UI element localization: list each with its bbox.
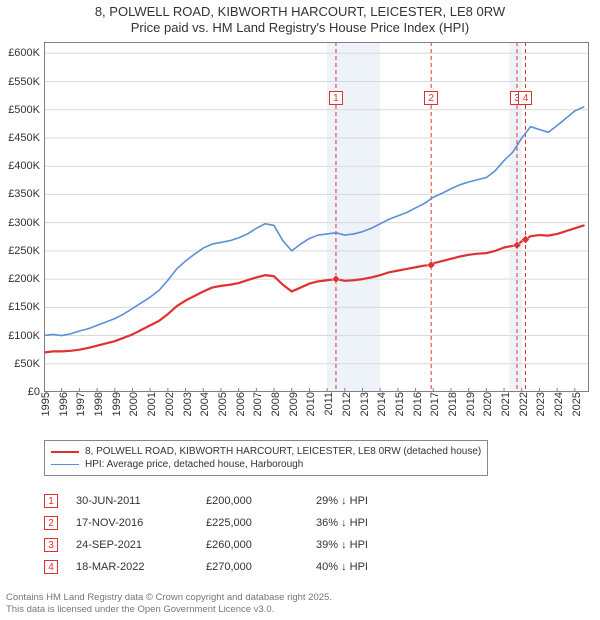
x-tick-label: 2013 [355, 392, 371, 416]
y-tick-label: £50K [14, 358, 44, 370]
event-marker: 1 [329, 91, 343, 105]
y-tick-label: £250K [8, 245, 44, 257]
sale-diff: 39% ↓ HPI [316, 539, 368, 551]
x-tick-label: 2006 [231, 392, 247, 416]
y-tick-label: £550K [8, 76, 44, 88]
sale-row: 1 30-JUN-2011£200,00029% ↓ HPI [44, 490, 368, 512]
footer-attribution: Contains HM Land Registry data © Crown c… [6, 592, 332, 616]
x-tick-label: 2015 [390, 392, 406, 416]
y-tick-label: £350K [8, 188, 44, 200]
event-marker: 2 [424, 91, 438, 105]
x-tick-label: 2023 [531, 392, 547, 416]
sale-row: 3 24-SEP-2021£260,00039% ↓ HPI [44, 534, 368, 556]
x-tick-label: 1999 [107, 392, 123, 416]
legend-swatch [51, 451, 79, 453]
x-tick-label: 2005 [213, 392, 229, 416]
chart-title: 8, POLWELL ROAD, KIBWORTH HARCOURT, LEIC… [0, 4, 600, 37]
x-tick-label: 2024 [549, 392, 565, 416]
legend-label: 8, POLWELL ROAD, KIBWORTH HARCOURT, LEIC… [85, 446, 481, 457]
x-tick-label: 2010 [301, 392, 317, 416]
sale-price: £200,000 [206, 495, 316, 507]
sale-diff: 29% ↓ HPI [316, 495, 368, 507]
x-tick-label: 2012 [337, 392, 353, 416]
x-tick-label: 1996 [54, 392, 70, 416]
sale-diff: 40% ↓ HPI [316, 561, 368, 573]
sales-table: 1 30-JUN-2011£200,00029% ↓ HPI 2 17-NOV-201… [44, 490, 368, 578]
sale-marker-box: 2 [44, 516, 58, 530]
chart-plot-area: £0£50K£100K£150K£200K£250K£300K£350K£400… [44, 42, 589, 392]
x-tick-label: 2022 [514, 392, 530, 416]
x-tick-label: 1998 [89, 392, 105, 416]
x-tick-label: 2003 [178, 392, 194, 416]
y-tick-label: £300K [8, 217, 44, 229]
x-tick-label: 2017 [425, 392, 441, 416]
sale-row: 2 17-NOV-2016£225,00036% ↓ HPI [44, 512, 368, 534]
x-tick-label: 2021 [496, 392, 512, 416]
sale-date: 30-JUN-2011 [76, 495, 206, 507]
x-tick-label: 2000 [124, 392, 140, 416]
legend-item: HPI: Average price, detached house, Harb… [51, 458, 481, 471]
event-marker: 4 [518, 91, 532, 105]
x-tick-label: 2001 [142, 392, 158, 416]
y-tick-label: £400K [8, 160, 44, 172]
sale-date: 17-NOV-2016 [76, 517, 206, 529]
y-tick-label: £450K [8, 132, 44, 144]
sale-date: 24-SEP-2021 [76, 539, 206, 551]
y-tick-label: £100K [8, 330, 44, 342]
legend: 8, POLWELL ROAD, KIBWORTH HARCOURT, LEIC… [44, 440, 488, 476]
legend-item: 8, POLWELL ROAD, KIBWORTH HARCOURT, LEIC… [51, 445, 481, 458]
x-tick-label: 2014 [372, 392, 388, 416]
sale-date: 18-MAR-2022 [76, 561, 206, 573]
y-tick-label: £150K [8, 301, 44, 313]
x-tick-label: 1997 [71, 392, 87, 416]
legend-swatch [51, 464, 79, 465]
sale-diff: 36% ↓ HPI [316, 517, 368, 529]
x-tick-label: 2007 [248, 392, 264, 416]
footer-line-1: Contains HM Land Registry data © Crown c… [6, 592, 332, 604]
title-line-1: 8, POLWELL ROAD, KIBWORTH HARCOURT, LEIC… [0, 4, 600, 20]
x-tick-label: 2020 [478, 392, 494, 416]
footer-line-2: This data is licensed under the Open Gov… [6, 604, 332, 616]
sale-marker-box: 3 [44, 538, 58, 552]
x-tick-label: 2016 [408, 392, 424, 416]
x-tick-label: 2004 [195, 392, 211, 416]
x-tick-label: 2002 [160, 392, 176, 416]
x-tick-label: 2011 [319, 392, 335, 416]
sale-price: £270,000 [206, 561, 316, 573]
y-tick-label: £200K [8, 273, 44, 285]
x-tick-label: 1995 [36, 392, 52, 416]
sale-price: £260,000 [206, 539, 316, 551]
y-tick-label: £500K [8, 104, 44, 116]
title-line-2: Price paid vs. HM Land Registry's House … [0, 20, 600, 36]
x-tick-label: 2008 [266, 392, 282, 416]
sale-marker-box: 1 [44, 494, 58, 508]
sale-row: 4 18-MAR-2022£270,00040% ↓ HPI [44, 556, 368, 578]
x-tick-label: 2018 [443, 392, 459, 416]
legend-label: HPI: Average price, detached house, Harb… [85, 459, 303, 470]
x-tick-label: 2019 [461, 392, 477, 416]
sale-price: £225,000 [206, 517, 316, 529]
sale-marker-box: 4 [44, 560, 58, 574]
x-tick-label: 2009 [284, 392, 300, 416]
chart-svg [44, 42, 589, 392]
x-tick-label: 2025 [567, 392, 583, 416]
y-tick-label: £600K [8, 47, 44, 59]
